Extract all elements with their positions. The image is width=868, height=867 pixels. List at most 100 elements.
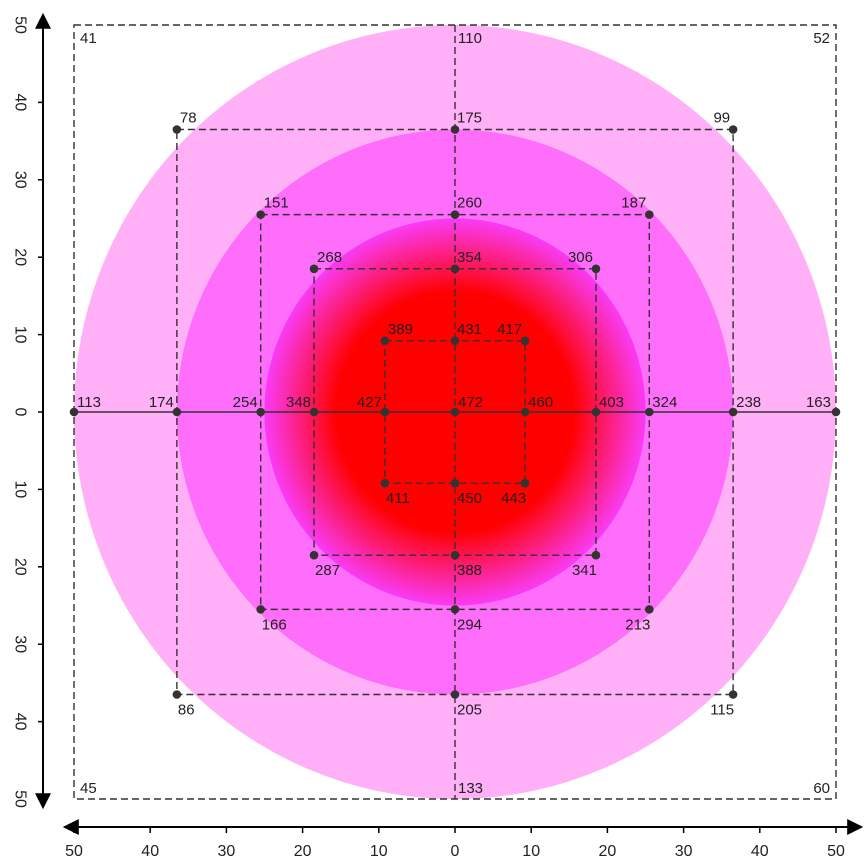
data-point-0-mr — [831, 407, 841, 417]
data-label-center: 472 — [458, 394, 483, 411]
x-tick-label-5: 0 — [451, 843, 460, 860]
data-label-3-ml: 348 — [286, 394, 311, 411]
data-point-2-bc — [450, 605, 460, 614]
data-label-0-tr: 52 — [813, 30, 830, 47]
data-label-2-br: 213 — [625, 616, 650, 633]
data-label-3-br: 341 — [572, 562, 597, 579]
data-label-0-tc: 110 — [458, 30, 482, 47]
data-point-3-br — [591, 550, 601, 560]
data-label-4-tr: 417 — [497, 321, 522, 338]
data-label-3-bl: 287 — [315, 562, 340, 579]
data-label-2-tc: 260 — [457, 195, 482, 212]
data-point-2-tr — [645, 210, 654, 219]
x-tick-label-6: 10 — [522, 843, 540, 860]
data-point-3-tc — [450, 264, 460, 274]
data-label-1-ml: 174 — [149, 394, 174, 411]
x-tick-label-4: 10 — [370, 843, 388, 860]
data-label-4-tc: 431 — [457, 321, 482, 338]
data-label-3-tc: 354 — [457, 249, 482, 266]
data-label-1-br: 115 — [710, 702, 734, 719]
data-label-1-tl: 78 — [180, 109, 197, 126]
data-point-2-tc — [450, 210, 460, 219]
data-point-4-tc — [450, 336, 460, 346]
data-label-2-tr: 187 — [621, 195, 646, 212]
data-point-1-ml — [172, 407, 182, 417]
data-point-1-bc — [450, 690, 460, 699]
data-label-2-bc: 294 — [457, 616, 482, 633]
data-label-1-tc: 175 — [457, 109, 482, 126]
data-point-3-mr — [591, 407, 601, 417]
data-point-1-br — [728, 690, 738, 699]
data-point-1-bl — [172, 690, 182, 699]
data-label-4-bc: 450 — [457, 490, 482, 507]
data-label-2-ml: 254 — [233, 394, 258, 411]
data-point-4-br — [520, 478, 530, 488]
data-point-4-ml — [380, 407, 390, 417]
data-label-4-br: 443 — [501, 490, 526, 507]
data-point-2-tl — [256, 210, 265, 219]
data-label-2-tl: 151 — [264, 195, 289, 212]
y-tick-label-5: 0 — [12, 408, 29, 417]
data-point-2-bl — [256, 605, 265, 614]
data-point-3-bc — [450, 550, 460, 560]
y-tick-label-9: 40 — [12, 713, 29, 731]
x-tick-label-2: 30 — [218, 843, 236, 860]
data-label-0-br: 60 — [813, 780, 830, 797]
data-label-1-bl: 86 — [178, 702, 195, 719]
x-tick-label-3: 20 — [294, 843, 312, 860]
data-point-4-mr — [520, 407, 530, 417]
data-point-1-tr — [728, 125, 738, 134]
data-point-center — [450, 407, 460, 417]
data-point-0-ml — [69, 407, 79, 417]
data-label-4-mr: 460 — [528, 394, 553, 411]
data-point-2-br — [645, 605, 654, 614]
data-label-3-bc: 388 — [457, 562, 482, 579]
data-point-1-mr — [728, 407, 738, 417]
data-label-3-tl: 268 — [317, 249, 342, 266]
data-point-1-tl — [172, 125, 182, 134]
data-label-0-mr: 163 — [806, 394, 831, 411]
x-tick-label-9: 40 — [751, 843, 769, 860]
data-label-4-tl: 389 — [388, 321, 413, 338]
data-label-1-mr: 238 — [736, 394, 761, 411]
data-point-3-tl — [309, 264, 319, 274]
data-label-2-bl: 166 — [262, 616, 287, 633]
points-layer: 41 110 52 113 163 45 133 60 78 175 99 174 238 86 205 11… — [69, 30, 841, 797]
data-label-0-tl: 41 — [80, 30, 97, 47]
y-tick-label-3: 20 — [12, 248, 29, 266]
y-tick-label-6: 10 — [12, 481, 29, 499]
y-tick-label-1: 40 — [12, 94, 29, 112]
y-tick-label-8: 30 — [12, 635, 29, 653]
data-point-3-bl — [309, 550, 319, 560]
data-point-3-tr — [591, 264, 601, 274]
x-tick-label-0: 50 — [65, 843, 83, 860]
x-tick-label-1: 40 — [141, 843, 159, 860]
data-point-2-ml — [256, 407, 265, 417]
axes-layer: 50 40 30 20 10 0 10 20 30 40 50 50 40 30 20 10 0 10 20 30 40… — [12, 12, 864, 860]
data-label-2-mr: 324 — [652, 394, 677, 411]
data-label-4-ml: 427 — [357, 394, 382, 411]
data-label-0-bl: 45 — [80, 780, 97, 797]
y-tick-label-7: 20 — [12, 558, 29, 576]
x-tick-label-7: 20 — [599, 843, 617, 860]
data-label-3-tr: 306 — [568, 249, 593, 266]
x-tick-label-10: 50 — [827, 843, 845, 860]
data-point-1-tc — [450, 125, 460, 134]
y-tick-label-0: 50 — [12, 16, 29, 34]
data-label-4-bl: 411 — [386, 490, 410, 507]
data-label-3-mr: 403 — [599, 394, 624, 411]
y-tick-label-10: 50 — [12, 790, 29, 808]
data-label-0-bc: 133 — [458, 780, 483, 797]
data-point-2-mr — [645, 407, 654, 417]
x-tick-label-8: 30 — [675, 843, 693, 860]
data-point-4-tl — [380, 336, 390, 346]
data-label-1-tr: 99 — [713, 109, 730, 126]
y-tick-label-4: 10 — [12, 326, 29, 344]
data-point-3-ml — [309, 407, 319, 417]
data-point-4-bc — [450, 478, 460, 488]
data-point-4-tr — [520, 336, 530, 346]
data-label-1-bc: 205 — [457, 702, 482, 719]
data-label-0-ml: 113 — [77, 394, 101, 411]
y-tick-label-2: 30 — [12, 171, 29, 189]
